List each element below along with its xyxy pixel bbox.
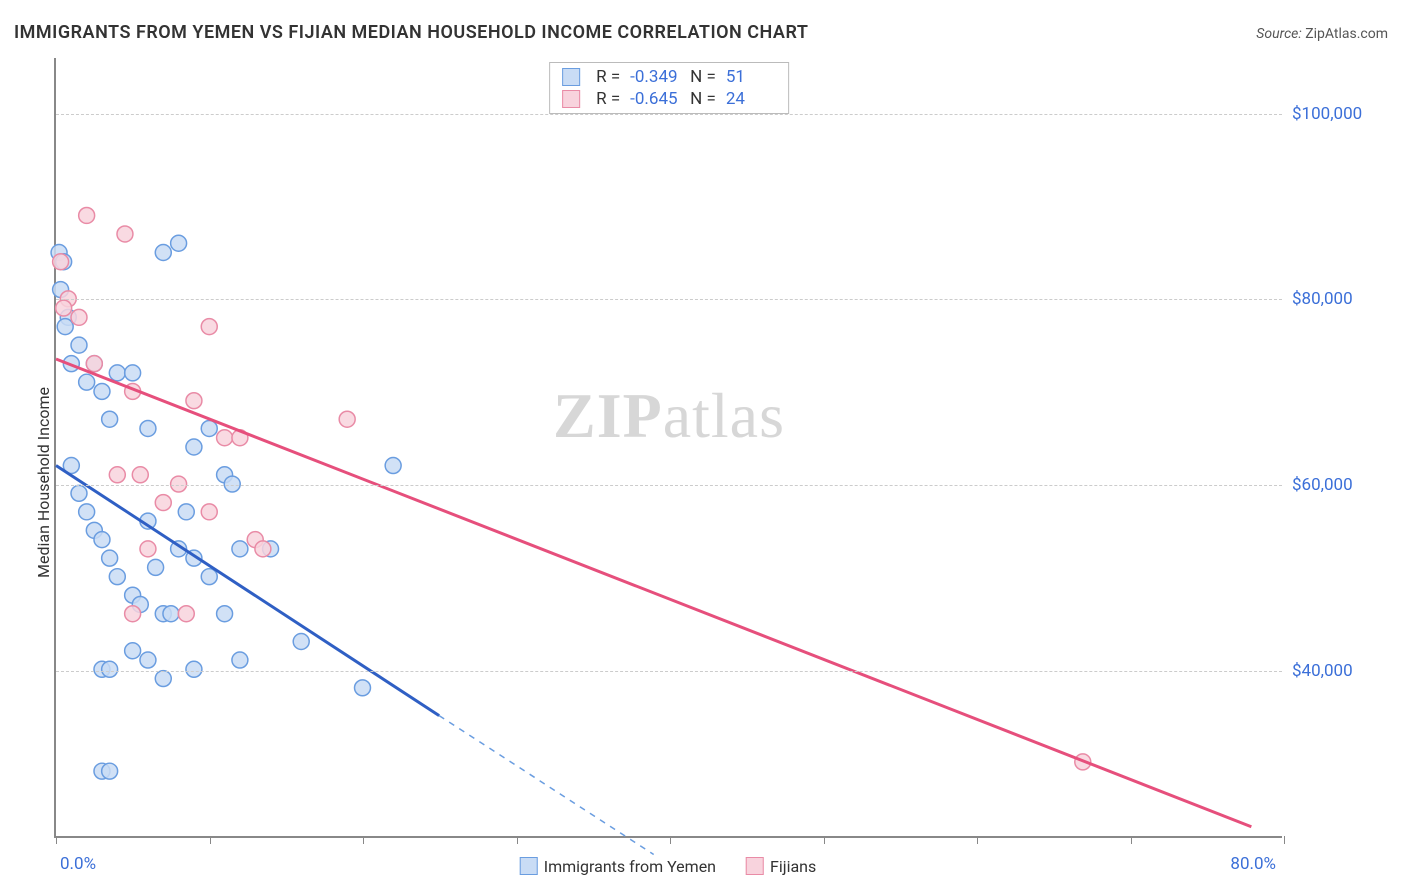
data-point	[102, 550, 118, 566]
data-point	[232, 541, 248, 557]
data-point	[102, 661, 118, 677]
data-point	[56, 300, 72, 316]
data-point	[140, 420, 156, 436]
data-point	[109, 467, 125, 483]
data-point	[217, 430, 233, 446]
data-point	[109, 365, 125, 381]
legend-label: Immigrants from Yemen	[544, 857, 716, 876]
data-point	[102, 763, 118, 779]
correlation-legend-row: R = -0.349 N = 51	[562, 67, 776, 87]
data-point	[232, 652, 248, 668]
data-point	[186, 661, 202, 677]
r-label: R =	[596, 67, 620, 87]
data-point	[71, 485, 87, 501]
data-point	[171, 476, 187, 492]
data-point	[224, 476, 240, 492]
y-axis-label: Median Household Income	[34, 387, 53, 578]
regression-line	[56, 359, 1251, 827]
y-tick-label: $60,000	[1292, 475, 1382, 495]
n-label: N =	[690, 67, 716, 87]
data-point	[186, 393, 202, 409]
correlation-legend-row: R = -0.645 N = 24	[562, 89, 776, 109]
gridline	[56, 299, 1282, 300]
data-point	[178, 504, 194, 520]
legend-item: Immigrants from Yemen	[520, 857, 716, 876]
data-point	[79, 207, 95, 223]
data-point	[102, 411, 118, 427]
data-point	[255, 541, 271, 557]
data-point	[117, 226, 133, 242]
data-point	[201, 569, 217, 585]
data-point	[79, 504, 95, 520]
data-point	[125, 365, 141, 381]
correlation-legend: R = -0.349 N = 51 R = -0.645 N = 24	[549, 62, 789, 114]
y-tick-label: $80,000	[1292, 289, 1382, 309]
legend-swatch	[520, 857, 538, 875]
regression-line	[56, 466, 439, 716]
data-point	[155, 671, 171, 687]
source-label: Source:	[1256, 26, 1301, 42]
plot-svg	[56, 58, 1282, 836]
data-point	[125, 643, 141, 659]
data-point	[125, 606, 141, 622]
data-point	[178, 606, 194, 622]
data-point	[53, 254, 69, 270]
y-tick-label: $40,000	[1292, 661, 1382, 681]
data-point	[171, 235, 187, 251]
source-attribution: Source: ZipAtlas.com	[1256, 26, 1388, 42]
data-point	[155, 495, 171, 511]
gridline	[56, 485, 1282, 486]
legend-swatch	[746, 857, 764, 875]
data-point	[355, 680, 371, 696]
n-value: 51	[726, 67, 776, 87]
gridline	[56, 671, 1282, 672]
data-point	[86, 356, 102, 372]
n-label: N =	[690, 89, 716, 109]
data-point	[132, 467, 148, 483]
data-point	[140, 541, 156, 557]
y-tick-label: $100,000	[1292, 104, 1382, 124]
r-value: -0.645	[630, 89, 680, 109]
data-point	[57, 319, 73, 335]
regression-line-extension	[439, 716, 654, 855]
data-point	[385, 458, 401, 474]
data-point	[186, 439, 202, 455]
source-value: ZipAtlas.com	[1305, 26, 1388, 42]
data-point	[94, 532, 110, 548]
r-label: R =	[596, 89, 620, 109]
data-point	[163, 606, 179, 622]
series-legend: Immigrants from Yemen Fijians	[520, 857, 817, 876]
chart-title: IMMIGRANTS FROM YEMEN VS FIJIAN MEDIAN H…	[14, 22, 808, 43]
data-point	[79, 374, 95, 390]
data-point	[201, 319, 217, 335]
plot-area: R =-0.349N =51R =-0.645N =24 ZIPatlas $4…	[54, 58, 1282, 838]
data-point	[109, 569, 125, 585]
data-point	[339, 411, 355, 427]
data-point	[293, 634, 309, 650]
legend-item: Fijians	[746, 857, 816, 876]
x-axis-max-label: 80.0%	[1230, 854, 1276, 874]
data-point	[155, 245, 171, 261]
data-point	[217, 606, 233, 622]
n-value: 24	[726, 89, 776, 109]
data-point	[201, 504, 217, 520]
data-point	[201, 420, 217, 436]
data-point	[94, 383, 110, 399]
r-value: -0.349	[630, 67, 680, 87]
x-tick	[1284, 836, 1285, 844]
legend-label: Fijians	[770, 857, 816, 876]
data-point	[71, 309, 87, 325]
chart-container: Median Household Income R =-0.349N =51R …	[14, 58, 1392, 878]
legend-swatch	[562, 68, 580, 86]
data-point	[140, 652, 156, 668]
legend-swatch	[562, 90, 580, 108]
data-point	[148, 559, 164, 575]
data-point	[71, 337, 87, 353]
x-axis-min-label: 0.0%	[60, 854, 96, 874]
x-axis-labels: 0.0% Immigrants from Yemen Fijians 80.0%	[54, 838, 1282, 878]
